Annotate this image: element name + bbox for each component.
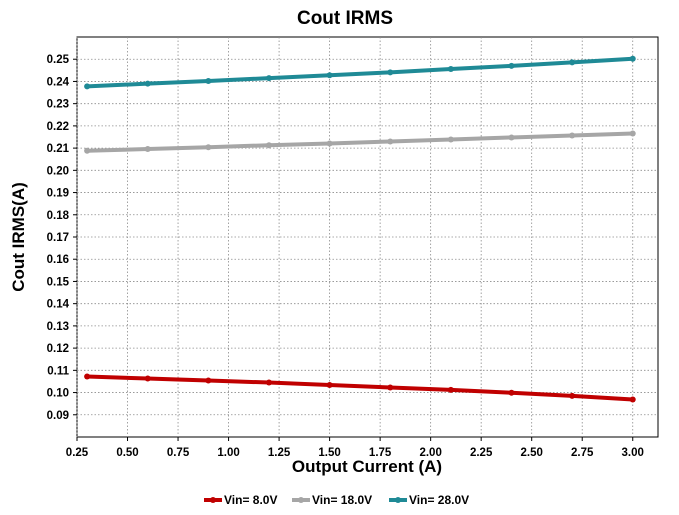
- x-tick-label: 2.25: [470, 447, 493, 459]
- data-point: [569, 392, 576, 399]
- data-point: [144, 146, 151, 152]
- y-axis-ticks: 0.09 0.10 0.11 0.12 0.13 0.14 0.15 0.16 0.17 0.18…: [47, 54, 77, 422]
- data-point: [508, 389, 515, 396]
- y-tick-label: 0.14: [47, 299, 70, 311]
- y-tick-label: 0.17: [47, 232, 69, 244]
- y-tick-label: 0.18: [47, 210, 70, 222]
- x-tick-label: 1.00: [217, 447, 239, 459]
- legend-label: Vin= 8.0V: [224, 493, 277, 507]
- data-point: [508, 62, 515, 69]
- legend-marker: [210, 497, 216, 503]
- data-point: [144, 80, 151, 87]
- y-tick-label: 0.19: [47, 188, 69, 200]
- y-tick-label: 0.20: [47, 165, 69, 177]
- legend-marker: [395, 497, 401, 503]
- y-tick-label: 0.16: [47, 254, 69, 266]
- x-tick-label: 2.75: [571, 447, 594, 459]
- series-line-1: [85, 374, 635, 402]
- data-point: [569, 59, 576, 66]
- data-point: [508, 134, 515, 141]
- x-tick-label: 0.75: [167, 447, 190, 459]
- data-point: [326, 140, 333, 147]
- y-tick-label: 0.22: [47, 121, 69, 133]
- data-point: [84, 147, 91, 154]
- series-line-2: [85, 131, 635, 153]
- data-point: [569, 132, 576, 139]
- x-tick-label: 1.50: [318, 447, 340, 459]
- y-tick-label: 0.23: [47, 99, 69, 111]
- data-point: [387, 69, 394, 76]
- x-axis-ticks: 0.25 0.50 0.75 1.00 1.25 1.50 1.75 2.00 2.25 2.50…: [66, 437, 644, 459]
- data-point: [326, 72, 333, 79]
- data-point: [447, 136, 454, 143]
- x-tick-label: 0.50: [116, 447, 138, 459]
- legend: Vin= 8.0V Vin= 18.0V Vin= 28.0V: [204, 493, 469, 507]
- x-tick-label: 1.75: [369, 447, 392, 459]
- y-tick-label: 0.24: [47, 76, 70, 88]
- chart-title: Cout IRMS: [297, 8, 393, 29]
- x-tick-label: 2.00: [419, 447, 441, 459]
- y-tick-label: 0.13: [47, 321, 69, 333]
- x-tick-label: 1.25: [268, 447, 291, 459]
- x-tick-label: 2.50: [521, 447, 543, 459]
- data-point: [265, 379, 272, 386]
- legend-label: Vin= 18.0V: [312, 493, 372, 507]
- y-tick-label: 0.10: [47, 388, 69, 400]
- legend-marker: [298, 497, 304, 503]
- data-point: [629, 55, 636, 62]
- data-point: [387, 384, 394, 391]
- x-tick-label: 3.00: [622, 447, 644, 459]
- y-tick-label: 0.15: [47, 276, 70, 288]
- data-point: [205, 377, 212, 384]
- y-axis-label: Cout IRMS(A): [9, 182, 28, 292]
- y-tick-label: 0.21: [47, 143, 70, 155]
- y-tick-label: 0.12: [47, 343, 69, 355]
- y-tick-label: 0.09: [47, 410, 69, 422]
- x-tick-label: 0.25: [66, 447, 89, 459]
- legend-label: Vin= 28.0V: [409, 493, 469, 507]
- data-point: [144, 375, 151, 382]
- data-point: [447, 386, 454, 393]
- x-axis-label: Output Current (A): [292, 457, 442, 476]
- y-tick-label: 0.25: [47, 54, 70, 66]
- data-point: [447, 66, 454, 72]
- series-line-3: [85, 56, 635, 89]
- data-point: [84, 373, 91, 380]
- data-point: [205, 144, 212, 151]
- data-point: [629, 396, 636, 403]
- data-point: [387, 138, 394, 145]
- series-lines: [84, 55, 636, 403]
- data-point: [265, 142, 272, 149]
- y-tick-label: 0.11: [47, 365, 69, 377]
- data-point: [265, 75, 272, 82]
- data-point: [205, 78, 212, 84]
- data-point: [84, 83, 91, 90]
- data-point: [629, 130, 636, 137]
- data-point: [326, 382, 333, 388]
